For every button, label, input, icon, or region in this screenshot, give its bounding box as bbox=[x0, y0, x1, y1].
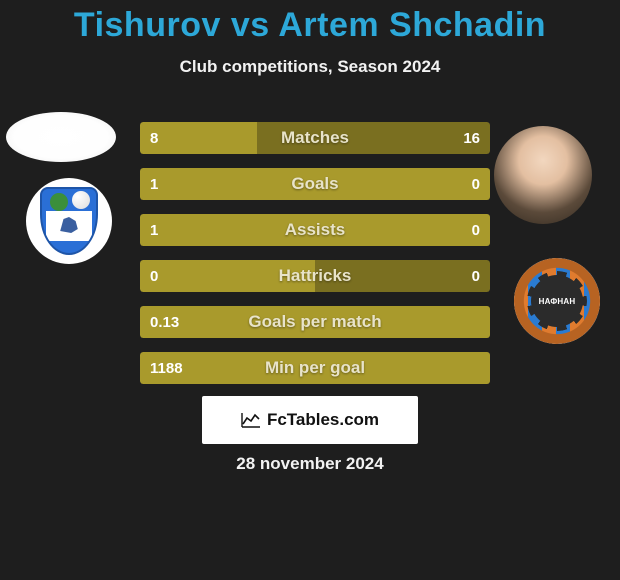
stat-label: Matches bbox=[140, 122, 490, 154]
stat-row: Min per goal1188 bbox=[140, 352, 490, 384]
brand-text: FcTables.com bbox=[267, 410, 379, 430]
club-right-logo: НАФНАН bbox=[514, 258, 600, 344]
player-right-avatar bbox=[494, 126, 592, 224]
stat-value-right: 16 bbox=[463, 122, 480, 154]
comparison-infographic: Tishurov vs Artem Shchadin Club competit… bbox=[0, 0, 620, 580]
vs-separator: vs bbox=[231, 6, 279, 44]
stat-row: Matches8 16 bbox=[140, 122, 490, 154]
player-left-name: Tishurov bbox=[74, 6, 221, 44]
brand-link[interactable]: FcTables.com bbox=[202, 396, 418, 444]
stat-label: Goals per match bbox=[140, 306, 490, 338]
club-left-logo bbox=[26, 178, 112, 264]
stat-label: Hattricks bbox=[140, 260, 490, 292]
stat-row: Hattricks0 0 bbox=[140, 260, 490, 292]
stat-label: Goals bbox=[140, 168, 490, 200]
stat-value-left: 8 bbox=[150, 122, 158, 154]
stat-row: Goals1 0 bbox=[140, 168, 490, 200]
gear-badge-icon: НАФНАН bbox=[514, 258, 600, 344]
subtitle: Club competitions, Season 2024 bbox=[0, 57, 620, 77]
stat-value-left: 1188 bbox=[150, 352, 183, 384]
stat-value-left: 0.13 bbox=[150, 306, 179, 338]
shield-icon bbox=[40, 187, 98, 255]
player-left-avatar bbox=[6, 112, 116, 162]
date-text: 28 november 2024 bbox=[0, 454, 620, 474]
stat-value-right: 0 bbox=[472, 260, 480, 292]
stat-label: Min per goal bbox=[140, 352, 490, 384]
stat-value-left: 0 bbox=[150, 260, 158, 292]
stat-value-left: 1 bbox=[150, 214, 158, 246]
player-right-name: Artem Shchadin bbox=[278, 6, 546, 44]
stat-row: Assists1 0 bbox=[140, 214, 490, 246]
stat-value-right: 0 bbox=[472, 168, 480, 200]
stat-value-left: 1 bbox=[150, 168, 158, 200]
page-title: Tishurov vs Artem Shchadin bbox=[0, 0, 620, 45]
club-right-text: НАФНАН bbox=[539, 297, 576, 306]
chart-icon bbox=[241, 412, 261, 428]
stats-table: Matches816Goals10Assists10Hattricks00Goa… bbox=[140, 122, 490, 398]
stat-value-right: 0 bbox=[472, 214, 480, 246]
stat-label: Assists bbox=[140, 214, 490, 246]
stat-row: Goals per match0.13 bbox=[140, 306, 490, 338]
